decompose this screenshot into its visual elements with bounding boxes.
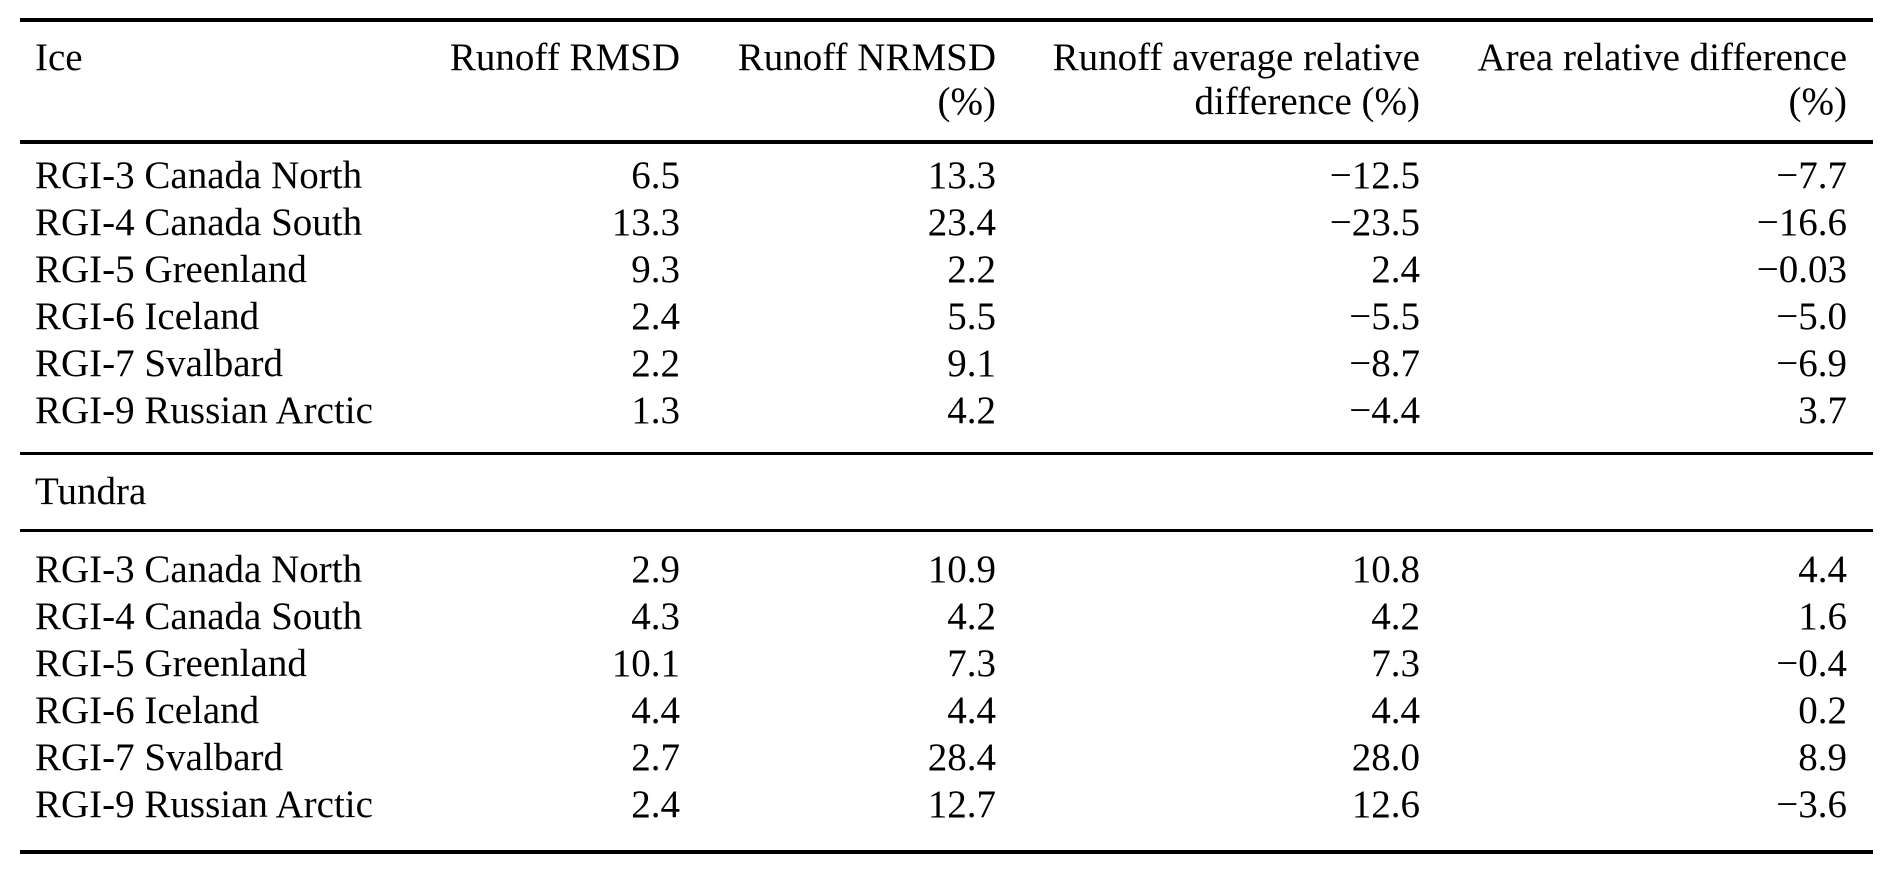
row-label-cell: RGI-4 Canada South	[35, 201, 363, 244]
area-rel-diff-cell: 3.7	[1798, 389, 1847, 432]
runoff-nrmsd-cell: 7.3	[947, 642, 996, 685]
area-rel-diff-cell: −16.6	[1756, 201, 1847, 244]
runoff-avg-rel-diff-cell: 2.4	[1371, 248, 1420, 291]
col-header-runoff-rmsd: Runoff RMSD	[420, 20, 680, 142]
row-label-cell: RGI-7 Svalbard	[35, 736, 284, 779]
runoff-rmsd-cell: 2.7	[631, 736, 680, 779]
runoff-rmsd-cell: 13.3	[611, 201, 680, 244]
table-row: RGI-9 Russian Arctic 1.3 4.2 −4.4 3.7	[20, 387, 1873, 454]
tundra-section: RGI-3 Canada North 2.9 10.9 10.8 4.4 RGI…	[20, 531, 1873, 853]
runoff-rmsd-cell: 2.9	[631, 548, 680, 591]
runoff-avg-rel-diff-cell: 4.2	[1371, 595, 1420, 638]
area-rel-diff-cell: −5.0	[1776, 295, 1847, 338]
area-rel-diff-cell: 4.4	[1798, 548, 1847, 591]
row-label-cell: RGI-6 Iceland	[35, 689, 260, 732]
header-line-1: Runoff NRMSD	[737, 36, 996, 79]
table-row: RGI-7 Svalbard 2.7 28.4 28.0 8.9	[20, 734, 1873, 781]
area-rel-diff-cell: −7.7	[1776, 154, 1847, 197]
runoff-nrmsd-cell: 9.1	[947, 342, 996, 385]
area-rel-diff-cell: −6.9	[1776, 342, 1847, 385]
row-label-cell: RGI-4 Canada South	[35, 595, 363, 638]
runoff-avg-rel-diff-cell: −8.7	[1349, 342, 1420, 385]
runoff-nrmsd-cell: 10.9	[927, 548, 996, 591]
runoff-avg-rel-diff-cell: 28.0	[1351, 736, 1420, 779]
runoff-nrmsd-cell: 12.7	[927, 783, 996, 826]
runoff-avg-rel-diff-cell: −4.4	[1349, 389, 1420, 432]
section-divider: Tundra	[20, 452, 1873, 532]
row-label-cell: RGI-3 Canada North	[35, 154, 363, 197]
runoff-avg-rel-diff-cell: 12.6	[1351, 783, 1420, 826]
table-row: RGI-4 Canada South 13.3 23.4 −23.5 −16.6	[20, 199, 1873, 246]
row-label-cell: RGI-9 Russian Arctic	[35, 783, 373, 826]
area-rel-diff-cell: −3.6	[1776, 783, 1847, 826]
row-label-cell: RGI-7 Svalbard	[35, 342, 284, 385]
runoff-nrmsd-cell: 5.5	[947, 295, 996, 338]
runoff-nrmsd-cell: 4.4	[947, 689, 996, 732]
runoff-nrmsd-cell: 13.3	[927, 154, 996, 197]
runoff-rmsd-cell: 10.1	[611, 642, 680, 685]
col-header-runoff-nrmsd: Runoff NRMSD (%)	[680, 20, 996, 142]
table-row: RGI-3 Canada North 2.9 10.9 10.8 4.4	[20, 531, 1873, 594]
table-row: RGI-5 Greenland 9.3 2.2 2.4 −0.03	[20, 246, 1873, 293]
header-line-1: Runoff average relative	[1052, 36, 1420, 79]
table-row: RGI-6 Iceland 2.4 5.5 −5.5 −5.0	[20, 293, 1873, 340]
area-rel-diff-cell: 1.6	[1798, 595, 1847, 638]
table-row: RGI-4 Canada South 4.3 4.2 4.2 1.6	[20, 593, 1873, 640]
header-line-1: Runoff RMSD	[449, 36, 680, 79]
row-label-cell: RGI-3 Canada North	[35, 548, 363, 591]
runoff-avg-rel-diff-cell: −12.5	[1329, 154, 1420, 197]
row-label-cell: RGI-6 Iceland	[35, 295, 260, 338]
section-row: Tundra	[20, 452, 1873, 532]
runoff-rmsd-cell: 4.3	[631, 595, 680, 638]
col-header-ice: Ice	[20, 20, 420, 142]
section-label-tundra: Tundra	[20, 452, 1873, 532]
row-label-cell: RGI-5 Greenland	[35, 248, 307, 291]
area-rel-diff-cell: 8.9	[1798, 736, 1847, 779]
table-row: RGI-5 Greenland 10.1 7.3 7.3 −0.4	[20, 640, 1873, 687]
area-rel-diff-cell: −0.4	[1776, 642, 1847, 685]
runoff-avg-rel-diff-cell: −23.5	[1329, 201, 1420, 244]
runoff-rmsd-cell: 1.3	[631, 389, 680, 432]
runoff-avg-rel-diff-cell: −5.5	[1349, 295, 1420, 338]
runoff-nrmsd-cell: 4.2	[947, 389, 996, 432]
results-table: Ice Runoff RMSD Runoff NRMSD (%) Runoff …	[20, 18, 1873, 854]
header-row: Ice Runoff RMSD Runoff NRMSD (%) Runoff …	[20, 20, 1873, 142]
col-header-area-rel-diff: Area relative difference (%)	[1420, 20, 1873, 142]
runoff-nrmsd-cell: 2.2	[947, 248, 996, 291]
area-rel-diff-cell: 0.2	[1798, 689, 1847, 732]
runoff-avg-rel-diff-cell: 7.3	[1371, 642, 1420, 685]
table-row: RGI-7 Svalbard 2.2 9.1 −8.7 −6.9	[20, 340, 1873, 387]
runoff-avg-rel-diff-cell: 4.4	[1371, 689, 1420, 732]
row-label-cell: RGI-9 Russian Arctic	[35, 389, 373, 432]
runoff-rmsd-cell: 6.5	[631, 154, 680, 197]
table-row: RGI-6 Iceland 4.4 4.4 4.4 0.2	[20, 687, 1873, 734]
col-header-runoff-avg-rel-diff: Runoff average relative difference (%)	[996, 20, 1420, 142]
runoff-rmsd-cell: 2.2	[631, 342, 680, 385]
runoff-avg-rel-diff-cell: 10.8	[1351, 548, 1420, 591]
runoff-rmsd-cell: 9.3	[631, 248, 680, 291]
header-line-1: Ice	[35, 36, 83, 79]
runoff-nrmsd-cell: 28.4	[927, 736, 996, 779]
table-row: RGI-9 Russian Arctic 2.4 12.7 12.6 −3.6	[20, 781, 1873, 852]
header-line-2: (%)	[1788, 80, 1847, 123]
area-rel-diff-cell: −0.03	[1756, 248, 1847, 291]
runoff-nrmsd-cell: 4.2	[947, 595, 996, 638]
header-line-2: (%)	[937, 80, 996, 123]
header-line-1: Area relative difference	[1477, 36, 1847, 79]
runoff-nrmsd-cell: 23.4	[927, 201, 996, 244]
ice-section: RGI-3 Canada North 6.5 13.3 −12.5 −7.7 R…	[20, 142, 1873, 454]
row-label-cell: RGI-5 Greenland	[35, 642, 307, 685]
table-header: Ice Runoff RMSD Runoff NRMSD (%) Runoff …	[20, 20, 1873, 142]
runoff-rmsd-cell: 2.4	[631, 295, 680, 338]
runoff-rmsd-cell: 4.4	[631, 689, 680, 732]
table-row: RGI-3 Canada North 6.5 13.3 −12.5 −7.7	[20, 142, 1873, 199]
runoff-rmsd-cell: 2.4	[631, 783, 680, 826]
header-line-2: difference (%)	[1194, 80, 1420, 123]
